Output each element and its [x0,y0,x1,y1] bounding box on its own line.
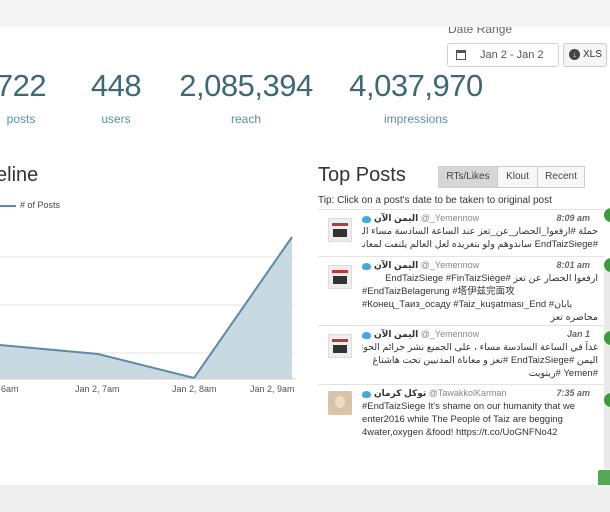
timeline-title: eline [0,164,39,186]
post-text: غداً في الساعة السادسة مساء ، على الجميع… [362,341,598,382]
post-author: اليمن الآن @_Yemennow [374,260,479,271]
top-posts-tip: Tip: Click on a post's date to be taken … [318,195,552,206]
post-text-line: 4water,oxygen &food! https://t.co/UoGNFN… [362,427,558,438]
avatar [328,334,352,358]
avatar-logo [333,229,347,237]
x-tick-label: Jan 2, 7am [75,384,120,394]
action-dot[interactable] [604,331,610,345]
date-range-value: Jan 2 - Jan 2 [480,49,544,61]
series-area [0,237,292,379]
post-text: حملة #ارفعوا_الحصار_عن_تعز عند الساعة ال… [362,225,598,253]
legend-series-name: # of Posts [20,200,61,210]
stat-value: 448 [90,68,142,103]
post-text-line: اليمن #EndTaizSiege #تعز و معاناة المدني… [372,355,598,366]
post-author: توكل كرمان @TawakkolKarman [374,388,506,399]
twitter-bird-icon [362,216,371,223]
stat-impressions: 4,037,970 impressions [346,68,486,126]
author-handle: @TawakkolKarman [428,388,507,398]
author-handle: @_Yemennow [420,213,480,223]
post-text-line: محاصره تعز [550,312,598,323]
avatar [328,218,352,242]
stat-value: 2,085,394 [179,68,313,103]
stat-label: users [101,112,131,126]
x-tick-label: Jan 2, 9am [250,384,295,394]
action-dot[interactable] [604,393,610,407]
avatar-logo [333,345,347,353]
post-date-link[interactable]: 7:35 am [556,388,590,398]
post-item: اليمن الآن @_Yemennow Jan 1 غداً في السا… [318,325,604,383]
date-range-input[interactable]: Jan 2 - Jan 2 [447,43,559,67]
author-handle: @_Yemennow [420,260,480,270]
timeline-chart [0,236,295,380]
avatar-face [335,396,345,408]
series-line [0,236,293,380]
avatar-banner [332,223,348,226]
tab-klout[interactable]: Klout [497,166,538,188]
avatar-logo [333,276,347,284]
post-text-line: ارفعوا الحصار عن تعز #EndTaizSiege #FinT… [385,273,598,284]
legend-line-swatch [0,204,16,207]
post-text-line: غداً في الساعة السادسة مساء ، على الجميع… [362,342,598,353]
stat-label: reach [230,112,262,126]
stat-label: impressions [383,112,449,126]
top-posts-title: Top Posts [318,164,406,186]
author-name: توكل كرمان [374,388,427,398]
calendar-icon [456,50,466,60]
post-date-link[interactable]: 8:01 am [556,260,590,270]
avatar-banner [332,270,348,273]
top-strip [0,0,610,27]
post-text-line: #EndTaizBelagerung #塔伊兹完面攻 [362,286,515,297]
twitter-bird-icon [362,263,371,270]
post-item: اليمن الآن @_Yemennow 8:09 am حملة #ارفع… [318,209,604,256]
avatar-banner [332,339,348,342]
export-xls-button[interactable]: ↓ XLS [563,43,607,67]
post-item: اليمن الآن @_Yemennow 8:01 am ارفعوا الح… [318,256,604,324]
post-text-line: #Yemen #ريتويت [528,368,598,379]
post-text-line: #Конец_Таиз_осаду #Taiz_kuşatması_End #ي… [362,299,573,310]
x-tick-label: Jan 2, 8am [172,384,217,394]
author-name: اليمن الآن [374,213,419,223]
action-button[interactable] [598,470,610,485]
author-name: اليمن الآن [374,329,419,339]
post-author: اليمن الآن @_Yemennow [374,329,479,340]
tab-rts-likes[interactable]: RTs/Likes [438,166,498,188]
stat-label: posts [6,112,36,126]
tab-recent[interactable]: Recent [537,166,585,188]
twitter-bird-icon [362,391,371,398]
post-text-line: #EndTaizSiege ساندوهم ولو بتغريده لعل ال… [362,239,598,250]
posts-scrollbar[interactable] [604,269,610,469]
chart-legend: # of Posts [0,200,60,210]
avatar [328,265,352,289]
post-text-line: #EndTaizSiege It's shame on our humanity… [362,401,576,412]
list-fade [318,435,610,461]
bottom-strip [0,485,610,512]
post-date-link[interactable]: 8:09 am [556,213,590,223]
author-handle: @_Yemennow [420,329,480,339]
post-text: ارفعوا الحصار عن تعز #EndTaizSiege #FinT… [362,272,598,326]
date-range-label: Date Range [448,27,513,36]
action-dot[interactable] [604,208,610,222]
xls-label: XLS [583,49,602,60]
stat-posts: 722 posts [0,68,64,126]
stat-value: 4,037,970 [349,68,483,103]
post-text-line: enter2016 while The People of Taiz are b… [362,414,563,425]
post-text-line: حملة #ارفعوا_الحصار_عن_تعز عند الساعة ال… [362,226,598,237]
post-date-link[interactable]: Jan 1 [566,329,590,339]
stat-value: 722 [0,68,47,103]
avatar [328,391,352,415]
download-icon: ↓ [569,49,580,60]
post-author: اليمن الآن @_Yemennow [374,213,479,224]
action-dot[interactable] [604,258,610,272]
post-item: توكل كرمان @TawakkolKarman 7:35 am #EndT… [318,384,604,438]
twitter-bird-icon [362,332,371,339]
stat-users: 448 users [78,68,154,126]
author-name: اليمن الآن [374,260,419,270]
dashboard-page: Date Range Jan 2 - Jan 2 ↓ XLS 722 posts… [0,27,610,485]
x-tick-label: 6am [1,384,19,394]
stat-reach: 2,085,394 reach [176,68,316,126]
post-text: #EndTaizSiege It's shame on our humanity… [362,400,598,438]
